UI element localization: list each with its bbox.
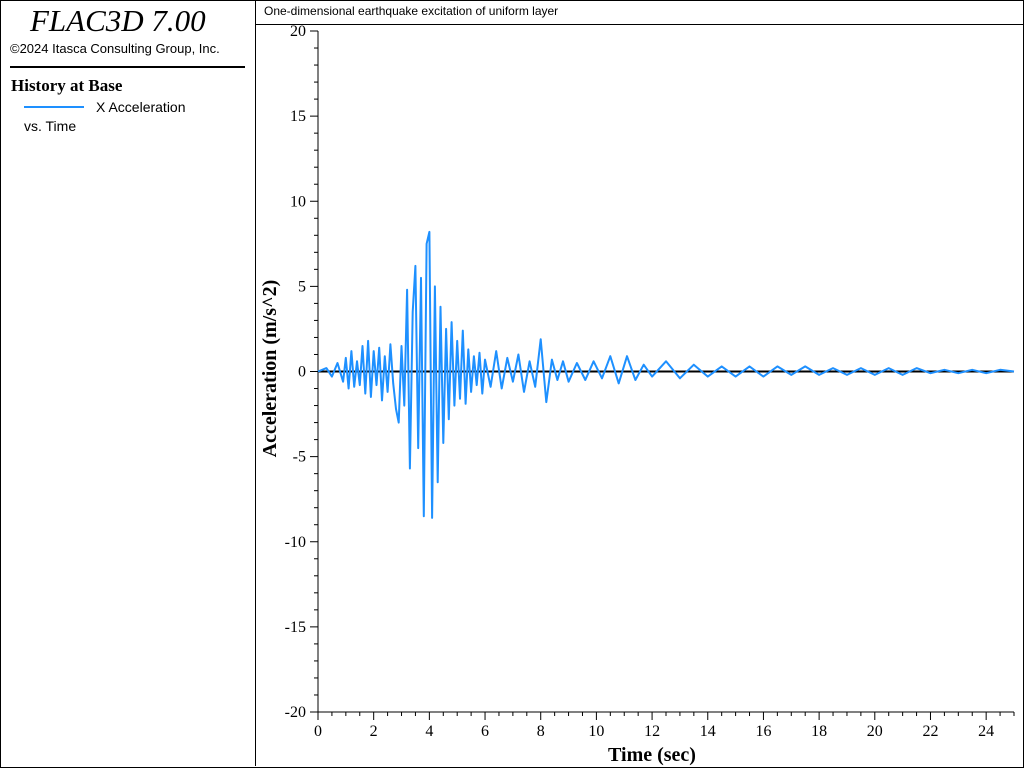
series-line-x-acceleration [317,230,1015,519]
sidebar: FLAC3D 7.00 ©2024 Itasca Consulting Grou… [0,0,256,766]
x-tick-label: 18 [811,723,827,740]
y-tick-label: -10 [285,534,306,551]
x-axis-label: Time (sec) [608,744,696,766]
x-tick-label: 6 [481,723,489,740]
y-tick-label: 10 [290,193,306,210]
x-tick-label: 20 [867,723,883,740]
legend-swatch [24,106,84,108]
y-tick-label: 20 [290,23,306,40]
x-tick-label: 4 [425,723,433,740]
x-tick-label: 14 [700,723,716,740]
y-tick-label: -20 [285,704,306,721]
legend-vs-label: vs. Time [24,118,77,134]
x-tick-label: 24 [978,723,994,740]
legend-series-label: X Acceleration [96,99,186,115]
y-tick-label: 0 [298,364,306,381]
x-tick-label: 22 [922,723,938,740]
y-tick-label: 15 [290,108,306,125]
plot-title: One-dimensional earthquake excitation of… [264,4,559,18]
app-title: FLAC3D 7.00 [30,3,206,38]
sidebar-divider [10,66,245,68]
y-axis-label: Acceleration (m/s^2) [259,280,281,458]
x-tick-label: 16 [755,723,771,740]
legend-heading: History at Base [11,76,123,95]
x-tick-label: 10 [588,723,604,740]
x-tick-label: 0 [314,723,322,740]
y-tick-label: -15 [285,619,306,636]
y-tick-label: 5 [298,278,306,295]
copyright-text: ©2024 Itasca Consulting Group, Inc. [10,41,220,56]
x-tick-label: 12 [644,723,660,740]
x-tick-label: 2 [370,723,378,740]
y-tick-label: -5 [293,449,306,466]
x-tick-label: 8 [537,723,545,740]
title-divider [256,24,1023,25]
